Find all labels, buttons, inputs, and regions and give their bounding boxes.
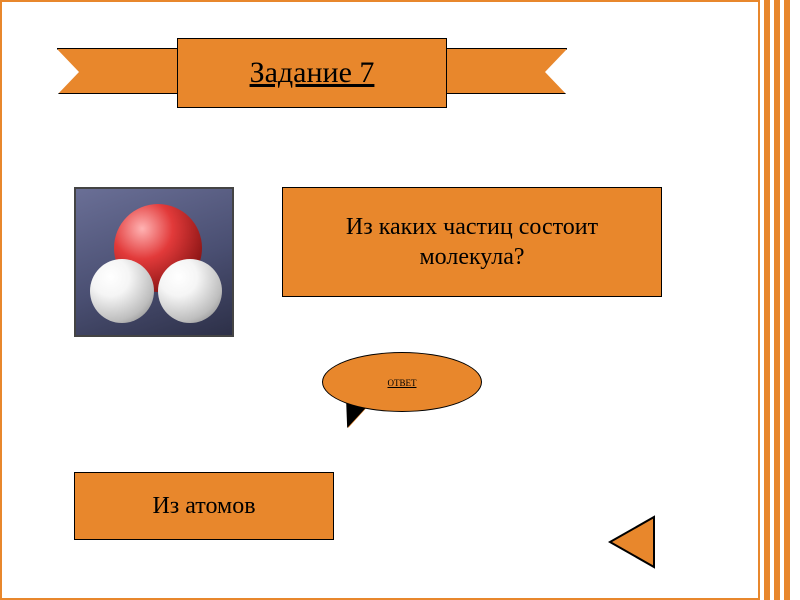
slide-title: Задание 7: [250, 56, 375, 90]
atom-hydrogen-2: [158, 259, 222, 323]
ribbon-front: Задание 7: [177, 38, 447, 108]
callout-oval[interactable]: ответ: [322, 352, 482, 412]
stripe: [774, 0, 780, 600]
callout-label: ответ: [388, 374, 417, 390]
triangle-left-icon: [602, 512, 662, 572]
answer-box: Из атомов: [74, 472, 334, 540]
answer-callout[interactable]: ответ: [322, 352, 482, 416]
stripe: [764, 0, 770, 600]
atom-hydrogen-1: [90, 259, 154, 323]
question-box: Из каких частиц состоит молекула?: [282, 187, 662, 297]
question-text: Из каких частиц состоит молекула?: [297, 212, 647, 272]
slide-frame: Задание 7 Из каких частиц состоит молеку…: [0, 0, 760, 600]
molecule-image: [74, 187, 234, 337]
side-stripes: [760, 0, 800, 600]
title-ribbon: Задание 7: [97, 20, 527, 120]
nav-back-button[interactable]: [602, 512, 662, 572]
answer-text: Из атомов: [152, 493, 255, 520]
stripe: [784, 0, 790, 600]
